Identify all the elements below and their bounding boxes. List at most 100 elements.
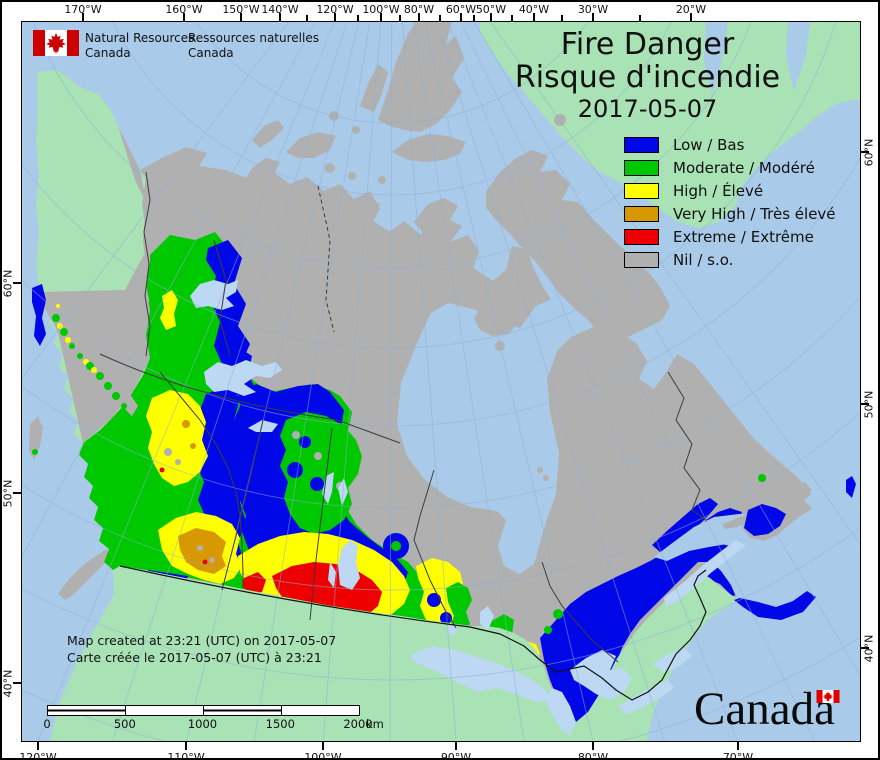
legend: Low / Bas Moderate / Modéré High / Élevé Ve… — [624, 135, 836, 275]
lake-erie — [618, 680, 674, 714]
top-minor-tick — [439, 15, 441, 21]
top-axis-label: 30°W — [577, 3, 609, 16]
lake-superior — [410, 646, 552, 702]
legend-label: High / Élevé — [673, 181, 764, 200]
right-tick — [861, 647, 869, 649]
left-tick — [13, 682, 21, 684]
bottom-axis-label: 120°W — [19, 751, 57, 760]
lakes — [190, 280, 746, 736]
scale-unit: km — [366, 717, 384, 731]
lake-of-the-woods — [447, 625, 457, 635]
great-slave-lake — [204, 360, 282, 396]
dept-en-line2: Canada — [85, 46, 131, 60]
legend-item: Moderate / Modéré — [624, 158, 836, 177]
top-tick — [592, 13, 594, 21]
top-minor-tick — [639, 15, 641, 21]
legend-label: Moderate / Modéré — [673, 158, 815, 177]
great-bear-lake — [190, 280, 238, 310]
created-note-en: Map created at 23:21 (UTC) on 2017-05-07 — [67, 633, 337, 648]
top-axis-label: 140°W — [261, 3, 299, 16]
map-frame — [21, 21, 861, 742]
greenland — [480, 21, 861, 228]
political-borders — [99, 171, 707, 701]
top-tick — [279, 13, 281, 21]
legend-label: Low / Bas — [673, 135, 745, 154]
top-axis-label: 40°W — [518, 3, 550, 16]
reindeer-lake — [322, 472, 334, 504]
dept-en-line1: Natural Resources — [85, 31, 195, 45]
lake-winnipegosis — [328, 562, 336, 588]
dept-name-en: Natural Resources Canada — [85, 31, 194, 61]
legend-swatch — [624, 205, 659, 222]
top-axis-label: 80°W — [403, 3, 435, 16]
map-canvas — [21, 21, 861, 742]
legend-swatch — [624, 136, 659, 153]
title-date: 2017-05-07 — [577, 95, 718, 123]
newfoundland-low-region — [744, 504, 786, 536]
canada-flag-icon — [33, 30, 79, 56]
top-axis-label: 50°W — [475, 3, 507, 16]
bottom-axis-label: 100°W — [304, 751, 342, 760]
right-axis-label: 60°N — [862, 138, 876, 167]
alaska-nil-wedge — [40, 126, 158, 443]
top-axis-label: 100°W — [362, 3, 400, 16]
right-tick — [861, 403, 869, 405]
bottom-axis-label: 80°W — [577, 751, 609, 760]
bottom-tick — [592, 742, 594, 750]
top-axis-label: 170°W — [64, 3, 102, 16]
lake-huron — [570, 650, 632, 700]
bottom-axis-label: 70°W — [722, 751, 754, 760]
greenland-inlet — [704, 21, 728, 96]
top-axis-label: 20°W — [675, 3, 707, 16]
title-en: Fire Danger — [560, 27, 735, 62]
scale-label: 1500 — [265, 717, 295, 731]
bottom-tick — [37, 742, 39, 750]
legend-swatch — [624, 251, 659, 268]
scale-segment — [204, 706, 282, 715]
haida-gwaii — [29, 416, 43, 460]
legend-swatch — [624, 182, 659, 199]
created-note-fr: Carte créée le 2017-05-07 (UTC) à 23:21 — [67, 650, 322, 665]
legend-item: Extreme / Extrême — [624, 227, 836, 246]
panhandle-speckles — [32, 284, 138, 455]
right-axis-label: 40°N — [862, 634, 876, 663]
map-title: Fire Danger Risque d'incendie 2017-05-07 — [455, 28, 840, 124]
top-tick — [380, 13, 382, 21]
graticule — [21, 21, 861, 742]
scale-segment — [126, 706, 204, 715]
legend-swatch — [624, 159, 659, 176]
wordmark-flag-icon — [816, 690, 840, 703]
scale-label: 1000 — [187, 717, 218, 731]
left-axis-label: 60°N — [1, 269, 15, 298]
prince-edward-island — [722, 517, 750, 529]
bottom-tick — [737, 742, 739, 750]
nova-scotia — [734, 591, 816, 620]
legend-label: Very High / Très élevé — [673, 204, 836, 223]
top-axis-label: 60°W — [445, 3, 477, 16]
legend-swatch — [624, 228, 659, 245]
top-minor-tick — [561, 15, 563, 21]
left-tick — [13, 492, 21, 494]
top-tick — [82, 13, 84, 21]
left-tick — [13, 282, 21, 284]
left-axis-label: 50°N — [1, 479, 15, 508]
scale-label: 500 — [113, 717, 136, 731]
legend-item: Nil / s.o. — [624, 250, 836, 269]
top-tick — [490, 13, 492, 21]
canada-wordmark: Canada — [694, 683, 835, 735]
avalon-low-speck — [846, 476, 856, 498]
top-axis-label: 150°W — [222, 3, 260, 16]
legend-label: Nil / s.o. — [673, 250, 734, 269]
top-minor-tick — [399, 15, 401, 21]
top-tick — [240, 13, 242, 21]
scale-segment — [48, 706, 126, 715]
top-minor-tick — [357, 15, 359, 21]
top-minor-tick — [473, 15, 475, 21]
legend-label: Extreme / Extrême — [673, 227, 814, 246]
top-minor-tick — [306, 15, 308, 21]
vancouver-island — [58, 549, 111, 600]
newfoundland-moderate-speck — [758, 474, 766, 482]
scale-segment — [282, 706, 359, 715]
lake-winnipeg — [338, 540, 360, 590]
